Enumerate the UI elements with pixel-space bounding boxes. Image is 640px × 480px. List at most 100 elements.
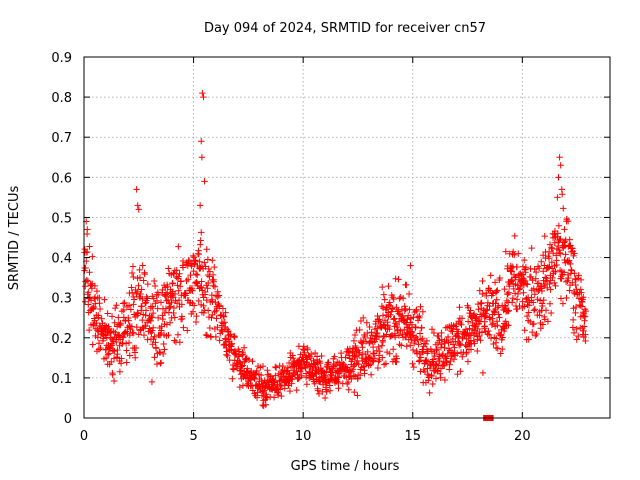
data-point [422,340,429,348]
data-point [133,186,140,193]
data-point [560,205,567,212]
data-point [379,337,386,344]
data-point [416,330,424,337]
data-point [343,374,350,381]
data-point [387,332,395,340]
data-point [98,315,105,322]
data-point [474,325,481,333]
data-point [464,318,472,325]
data-point [111,319,118,326]
data-point [102,324,109,332]
data-point [399,331,406,338]
data-point [444,333,452,341]
data-point [97,344,104,352]
data-point [379,312,387,319]
data-point [564,277,571,284]
data-point [554,194,561,201]
data-point [582,307,590,315]
data-point [375,358,382,365]
data-point [334,373,341,381]
data-point [536,264,543,272]
data-point [84,277,92,285]
data-point [152,345,160,352]
data-point [383,331,390,338]
data-point [527,273,535,281]
data-point [206,268,214,275]
data-point [136,274,144,281]
data-point [197,264,204,271]
data-point [272,363,279,371]
data-point [556,236,563,244]
data-point [201,259,208,266]
data-point [522,264,530,271]
data-point [134,310,142,317]
data-point [416,314,423,322]
data-point [540,268,547,275]
data-point [148,314,156,321]
data-point [428,371,435,379]
data-point [184,276,192,283]
data-point [351,388,358,396]
data-point [270,394,278,401]
data-point [135,206,142,213]
data-point [545,248,553,255]
data-point [281,385,289,392]
data-point [417,336,425,344]
data-point [175,243,182,250]
data-point [539,321,547,328]
data-point [386,350,393,357]
data-point [179,257,187,265]
data-point [249,387,257,394]
data-point [542,307,550,314]
data-point [409,346,417,354]
data-point [545,264,552,271]
data-point [379,354,386,361]
data-point [381,296,388,303]
data-point [89,341,96,348]
data-point [331,353,338,360]
data-point [108,313,116,320]
data-point [350,363,357,370]
data-point [138,286,145,293]
data-point [511,251,518,259]
data-point [379,283,386,291]
data-point [417,354,425,361]
data-point [459,353,466,360]
data-point [496,314,503,321]
data-point [582,331,589,338]
data-point [549,274,556,282]
data-point [200,93,207,101]
data-point [278,381,285,389]
data-point [391,333,399,341]
data-point [149,327,156,334]
data-point [159,350,167,358]
data-point [502,248,510,255]
data-point [171,337,178,344]
data-point [368,332,376,339]
data-point [441,376,449,384]
data-point [245,356,253,364]
data-point [193,312,200,320]
data-point [138,303,146,310]
data-point [174,282,181,289]
data-point [228,340,236,347]
data-point [120,333,127,341]
data-point [249,358,256,365]
data-point [235,348,243,355]
data-point [139,262,146,269]
data-point [153,297,161,305]
data-point [322,373,329,381]
data-point [510,285,517,293]
data-point [321,394,329,402]
data-point [177,277,185,285]
data-point [409,360,416,367]
data-point [143,293,150,301]
data-point [164,296,172,304]
data-point [438,329,445,337]
data-point [521,303,528,310]
data-point [326,387,334,394]
data-point [236,367,243,374]
data-point [577,302,584,309]
grid-lines [84,57,610,418]
data-point [537,325,545,332]
